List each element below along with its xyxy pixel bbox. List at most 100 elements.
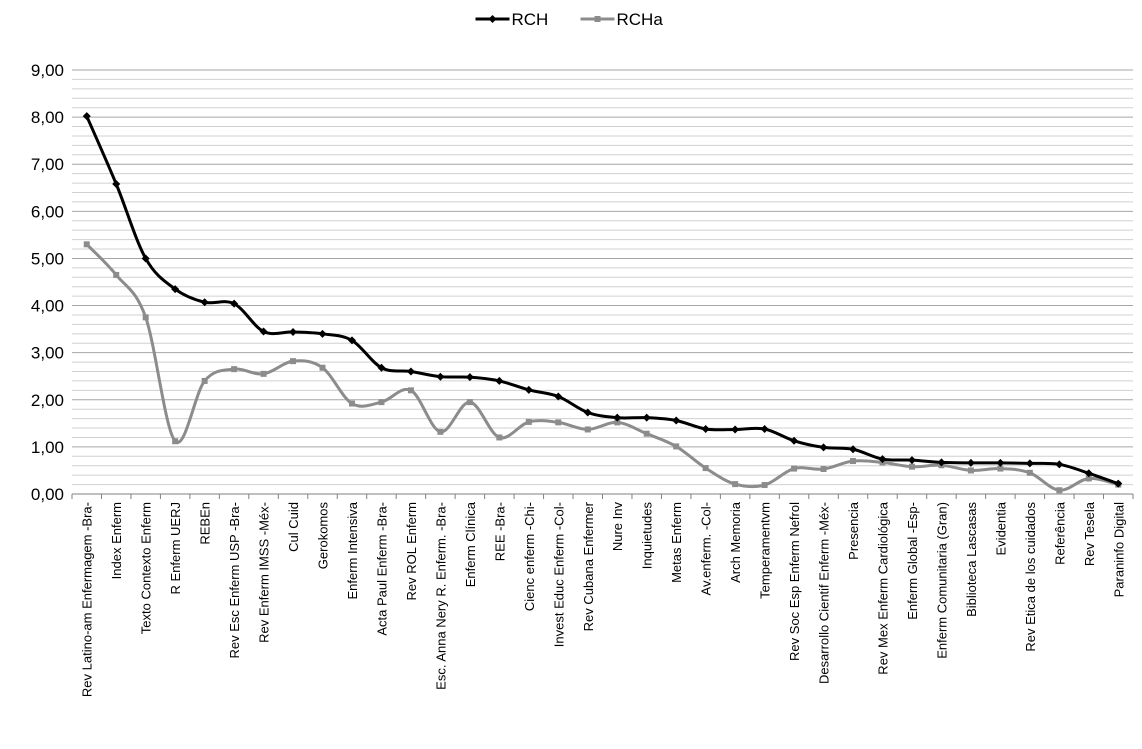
series-layer (82, 112, 1123, 494)
x-tick-label: Rev Mex Enferm Cardiológica (875, 501, 890, 674)
x-axis: Rev Latino-am Enfermagem -Bra- Index Enfe… (71, 493, 1134, 697)
legend-marker (488, 15, 497, 23)
data-point (466, 399, 473, 406)
y-tick-label: 1,00 (31, 438, 64, 457)
data-point (1085, 475, 1092, 482)
data-point (377, 363, 386, 372)
x-tick-label: Cienc enferm -Chi- (522, 502, 537, 611)
data-point (230, 299, 239, 308)
legend-label: RCHa (617, 10, 664, 29)
y-tick-label: 3,00 (31, 344, 64, 363)
data-point (555, 419, 562, 426)
x-tick-label: Rev Cubana Enfermer (581, 501, 596, 631)
data-point (701, 424, 710, 433)
data-point (1084, 469, 1093, 478)
data-point (1114, 479, 1123, 488)
data-point (554, 392, 563, 401)
data-point (583, 408, 592, 417)
x-tick-label: Paraninfo Digital (1111, 502, 1126, 597)
x-tick-label: Nure Inv (610, 502, 625, 552)
data-point (83, 241, 90, 248)
legend: RCH RCHa (475, 10, 664, 29)
x-tick-label: Temperamentvm (758, 502, 773, 599)
data-point (1055, 460, 1064, 469)
data-point (112, 180, 121, 189)
legend-item-rcha: RCHa (580, 10, 664, 29)
data-point (732, 481, 739, 488)
data-point (996, 458, 1005, 467)
major-gridlines (72, 69, 1133, 495)
y-tick-label: 5,00 (31, 249, 64, 268)
x-tick-label: Enferm Clínica (463, 501, 478, 587)
y-tick-label: 2,00 (31, 391, 64, 410)
data-point (465, 373, 474, 382)
data-point (319, 364, 326, 371)
x-tick-label: Rev Soc Esp Enferm Nefrol (787, 502, 802, 661)
x-tick-label: Rev Latino-am Enfermagem -Bra- (80, 502, 95, 697)
data-point (290, 358, 297, 365)
x-tick-label: R Enferm UERJ (168, 502, 183, 594)
x-tick-label: Invest Educ Enferm -Col- (551, 502, 566, 647)
x-tick-label: Desarrollo Cientif Enferm -Méx- (817, 502, 832, 684)
data-point (702, 465, 709, 472)
y-tick-label: 4,00 (31, 297, 64, 316)
data-point (436, 372, 445, 381)
data-point (201, 377, 208, 384)
data-point (849, 445, 858, 454)
data-point (820, 466, 827, 473)
data-point (495, 376, 504, 385)
data-point (200, 298, 209, 307)
data-point (259, 327, 268, 336)
data-point (613, 413, 622, 422)
x-tick-label: Biblioteca Lascasas (964, 502, 979, 617)
x-tick-label: Referência (1052, 501, 1067, 565)
legend-marker (594, 16, 601, 22)
y-axis: 0,00 1,00 2,00 3,00 4,00 5,00 6,00 7,00 8,00 9,00 (31, 61, 64, 504)
data-point (672, 416, 681, 425)
data-point (171, 285, 180, 294)
x-tick-label: Esc. Anna Nery R. Enferm. -Bra- (433, 502, 448, 690)
x-tick-label: Acta Paul Enferm -Bra- (374, 502, 389, 636)
data-point (673, 443, 680, 450)
series-line-rcha (85, 243, 1119, 492)
x-tick-label: Index Enferm (109, 502, 124, 579)
data-point (496, 434, 503, 441)
data-point (791, 465, 798, 472)
data-point (1026, 469, 1033, 476)
data-point (318, 329, 327, 338)
legend-item-rch: RCH (475, 10, 549, 29)
data-point (907, 456, 916, 465)
data-point (878, 455, 887, 464)
x-tick-label: Gerokomos (316, 502, 331, 570)
data-point (908, 463, 915, 470)
data-point (407, 387, 414, 394)
data-point (260, 370, 267, 377)
y-tick-label: 9,00 (31, 61, 64, 80)
data-point (172, 438, 179, 445)
series-rch (82, 112, 1123, 488)
x-tick-label: Arch Memoria (728, 501, 743, 583)
y-tick-label: 6,00 (31, 202, 64, 221)
data-point (967, 467, 974, 474)
x-tick-label: Rev Esc Enferm USP -Bra- (227, 502, 242, 659)
data-point (761, 482, 768, 489)
legend-label: RCH (512, 10, 549, 29)
data-point (642, 413, 651, 422)
x-tick-label: Presencia (846, 501, 861, 560)
x-tick-label: Cul Cuid (286, 502, 301, 552)
x-tick-label: REBEn (198, 502, 213, 545)
data-point (231, 366, 238, 373)
data-point (790, 436, 799, 445)
data-point (1056, 487, 1063, 494)
x-tick-label: Inquietudes (640, 502, 655, 570)
y-tick-label: 8,00 (31, 108, 64, 127)
y-tick-label: 7,00 (31, 155, 64, 174)
data-point (584, 426, 591, 433)
x-tick-label: Rev ROL Enferm (404, 502, 419, 601)
data-point (82, 112, 91, 121)
x-tick-label: Rev Etica de los cuidados (1023, 502, 1038, 652)
x-tick-label: Av.enferm. -Col- (699, 502, 714, 595)
data-point (437, 428, 444, 435)
data-point (378, 399, 385, 406)
